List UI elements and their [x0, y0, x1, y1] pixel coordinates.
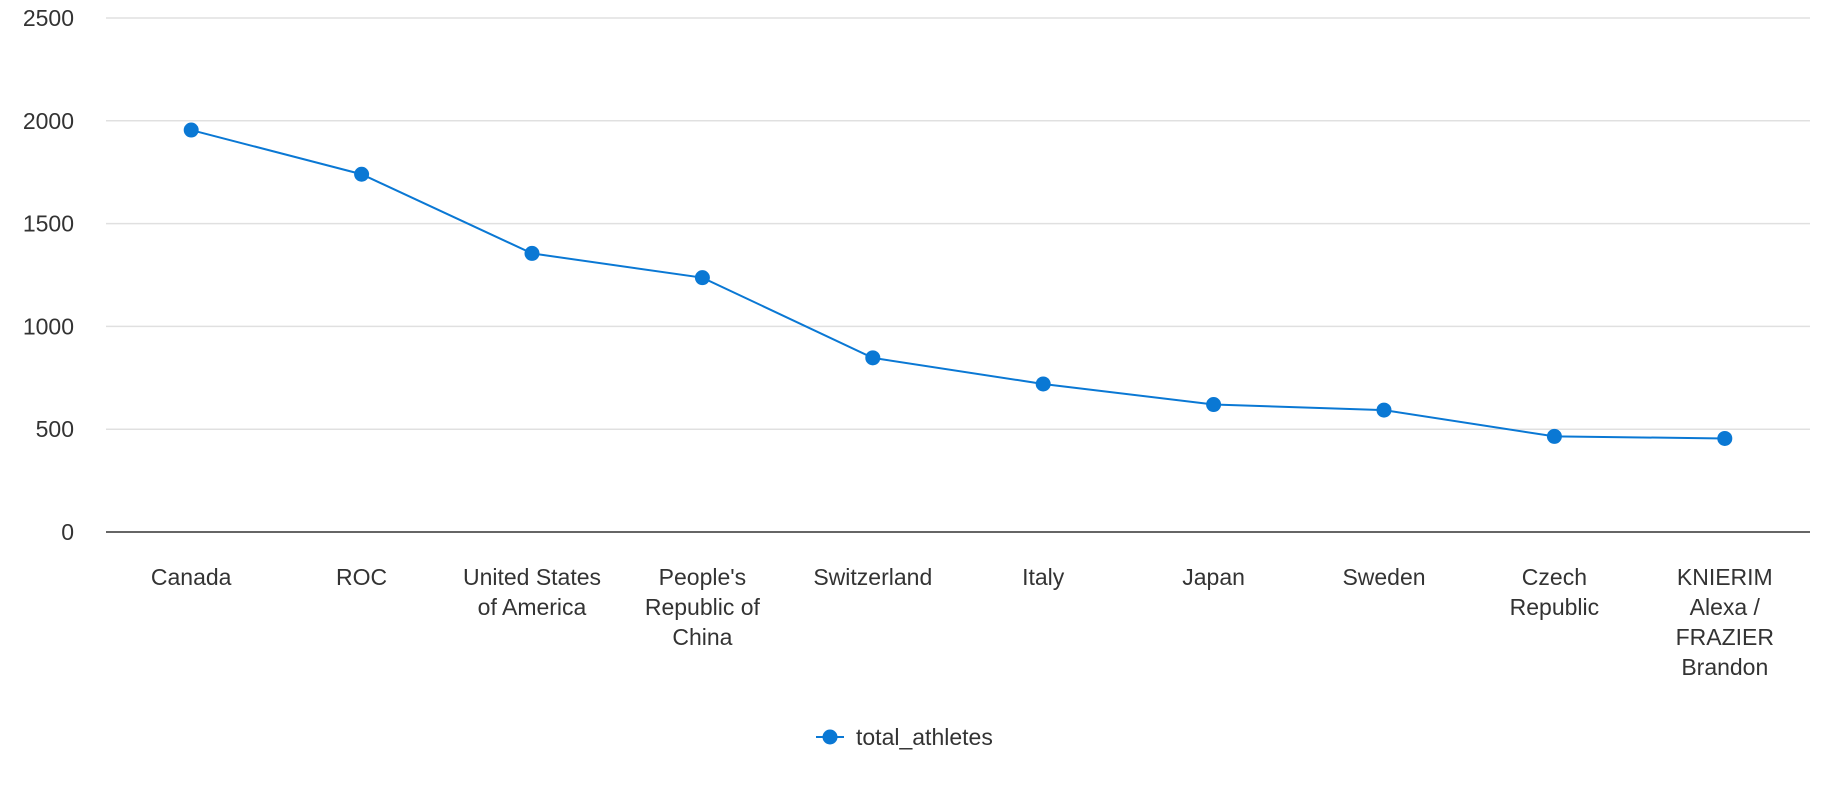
y-tick-label: 1000 — [23, 313, 74, 339]
x-category-label: Canada — [151, 564, 232, 590]
data-point[interactable] — [183, 122, 199, 138]
y-tick-label: 2000 — [23, 108, 74, 134]
series-line — [190, 129, 1725, 440]
legend-marker-icon — [822, 729, 838, 745]
y-tick-label: 2500 — [23, 5, 74, 31]
data-point[interactable] — [1206, 397, 1222, 413]
data-point[interactable] — [1035, 376, 1051, 392]
x-category-label: Switzerland — [813, 564, 932, 590]
data-point[interactable] — [1546, 428, 1562, 444]
data-point[interactable] — [524, 245, 540, 261]
x-category-label: Italy — [1022, 564, 1065, 590]
data-point[interactable] — [694, 270, 710, 286]
y-tick-label: 500 — [36, 416, 74, 442]
data-point[interactable] — [865, 350, 881, 366]
data-point[interactable] — [1376, 402, 1392, 418]
x-category-label: People's Republic of China — [645, 564, 761, 650]
x-category-label: Czech Republic — [1510, 564, 1600, 620]
gridlines — [106, 17, 1810, 533]
y-axis-tick-labels: 0 500 1000 1500 2000 2500 — [23, 5, 74, 545]
series-total-athletes — [183, 122, 1733, 446]
x-category-label: Sweden — [1342, 564, 1425, 590]
legend[interactable]: total_athletes — [816, 724, 993, 750]
x-category-label: United States of America — [463, 564, 601, 620]
legend-label: total_athletes — [856, 724, 993, 750]
x-axis-category-labels: Canada ROC United States of America People's… — [151, 564, 1774, 680]
y-tick-label: 1500 — [23, 211, 74, 237]
x-category-label: KNIERIM Alexa / FRAZIER Brandon — [1676, 564, 1774, 680]
data-point[interactable] — [354, 166, 370, 182]
data-point[interactable] — [1717, 430, 1733, 446]
x-category-label: Japan — [1182, 564, 1245, 590]
x-category-label: ROC — [336, 564, 387, 590]
y-tick-label: 0 — [61, 519, 74, 545]
